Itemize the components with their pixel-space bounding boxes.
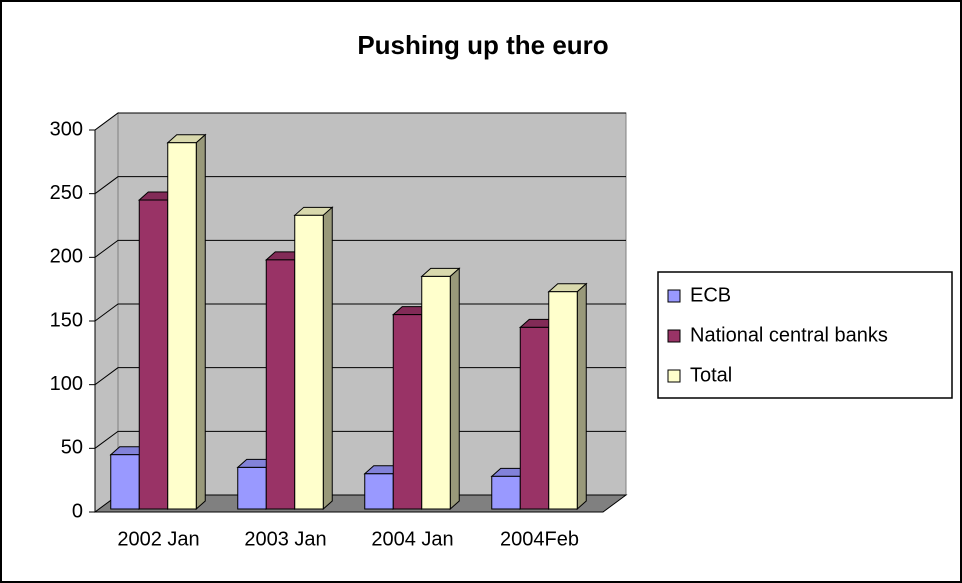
bar (167, 142, 197, 510)
y-tick-label: 100 (50, 373, 83, 395)
bar (364, 473, 394, 510)
bar-side (576, 282, 587, 511)
x-tick-label: 2004Feb (500, 528, 579, 550)
legend-label: National central banks (690, 324, 888, 346)
legend-swatch (667, 289, 681, 303)
legend-label: ECB (690, 284, 731, 306)
bar (392, 314, 423, 510)
y-tick-label: 0 (72, 500, 83, 522)
y-tick-label: 150 (50, 309, 83, 331)
x-tick-label: 2004 Jan (371, 528, 453, 550)
y-tick-label: 200 (50, 246, 83, 268)
bar (519, 326, 550, 510)
legend (657, 271, 953, 399)
bar (110, 454, 140, 510)
bar (294, 214, 324, 510)
legend-swatch (667, 369, 681, 383)
bar (237, 466, 267, 510)
legend-label: Total (690, 364, 732, 386)
chart-title: Pushing up the euro (357, 30, 608, 60)
bar (548, 291, 578, 510)
bar (421, 275, 451, 510)
grid-line (94, 112, 626, 131)
y-tick-label: 250 (50, 182, 83, 204)
bar (491, 475, 521, 510)
grid-line (94, 176, 626, 195)
x-tick-label: 2003 Jan (244, 528, 326, 550)
y-tick-label: 300 (50, 118, 83, 140)
bar (138, 199, 169, 510)
legend-swatch (667, 329, 681, 343)
bar-side (195, 133, 206, 511)
bar-side (449, 267, 460, 511)
x-tick-label: 2002 Jan (117, 528, 199, 550)
bar-side (322, 206, 333, 511)
bar (265, 259, 296, 510)
grid-line (94, 239, 626, 258)
y-tick-label: 50 (61, 437, 83, 459)
